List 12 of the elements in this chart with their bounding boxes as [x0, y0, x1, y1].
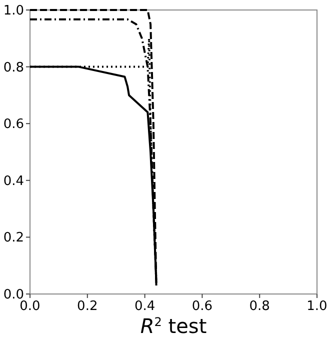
x-axis-title: R$^{2}$ test	[140, 314, 207, 338]
x-tick-label: 0.2	[77, 299, 98, 314]
x-tick-label: 0.4	[134, 299, 156, 314]
x-tick-label: 0.0	[20, 299, 40, 314]
y-tick-label: 0.6	[3, 117, 24, 132]
x-tick-label: 0.6	[192, 299, 213, 314]
y-tick-label: 0.4	[3, 174, 24, 189]
x-tick-label: 1.0	[306, 299, 328, 314]
x-tick-label: 0.8	[249, 299, 270, 314]
y-tick-label: 1.0	[3, 4, 24, 18]
y-tick-label: 0.2	[3, 230, 24, 246]
y-tick-label: 0.8	[3, 60, 24, 76]
